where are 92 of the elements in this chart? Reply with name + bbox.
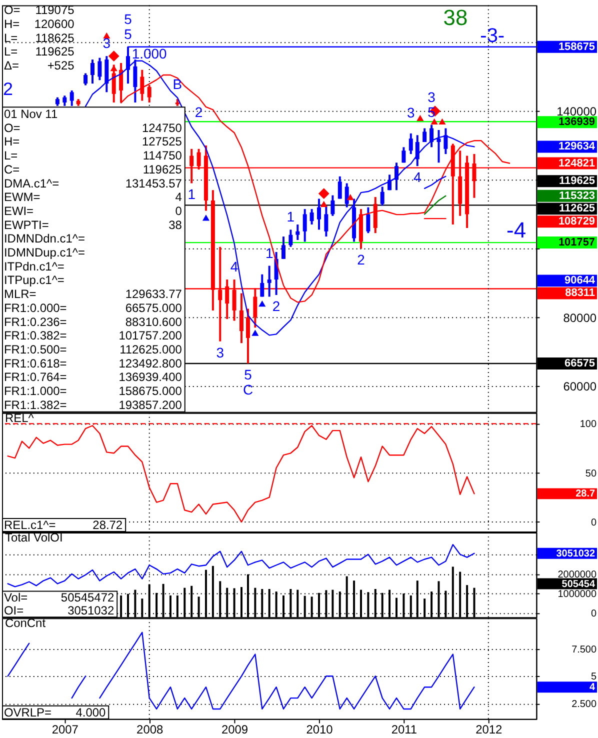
- text: O= 119075: [4, 3, 74, 18]
- text: 124821: [558, 157, 596, 170]
- text: FR1:0.618= 123492.800: [4, 356, 182, 370]
- y-tick-label: 0: [590, 608, 597, 620]
- x-tick-label: 2011: [391, 722, 418, 736]
- text: FR1:0.764= 136939.400: [4, 370, 182, 384]
- text: 38: [443, 5, 468, 30]
- text: EWM= 4: [4, 190, 182, 204]
- annotation: 1: [188, 186, 196, 202]
- annotation: 2: [2, 78, 13, 99]
- text: FR1:1.382= 193857.200: [4, 398, 182, 412]
- x-tick-label: 2010: [306, 722, 334, 736]
- text: FR1:0.000= 66575.000: [4, 300, 182, 315]
- text: FR1:0.382= 101757.200: [4, 328, 182, 343]
- text: 3051032: [556, 548, 596, 560]
- chart-title: REL^: [4, 410, 34, 425]
- text: 119625: [559, 175, 596, 188]
- annotation: 5: [244, 366, 252, 382]
- text: 28.7: [576, 488, 596, 500]
- x-tick-label: 2009: [221, 722, 248, 736]
- annotation: -4: [506, 217, 526, 242]
- x-tick-label: 2012: [476, 722, 503, 736]
- annotation: -3-: [480, 25, 505, 48]
- annotation: 4: [414, 169, 422, 186]
- text: MLR= 129633.77: [4, 287, 182, 302]
- chart-title: ConCnt: [4, 616, 46, 630]
- y-tick-label: 2.500: [572, 699, 597, 710]
- ref-line-label: 101757: [558, 236, 596, 249]
- text: FR1:0.500= 112625.000: [4, 342, 182, 356]
- text: OVRLP= 4.000: [4, 705, 106, 720]
- y-tick-label: 60000: [563, 380, 597, 394]
- text: Δ= +525: [4, 58, 74, 73]
- annotation: 1: [265, 244, 274, 261]
- y-tick-label: 0: [590, 517, 597, 528]
- text: Vol= 50545472: [4, 590, 114, 605]
- text: H= 120600: [4, 16, 74, 31]
- annotation: 3: [216, 344, 224, 360]
- text: REL.c1^= 28.72: [4, 518, 123, 532]
- y-tick-label: 5: [590, 672, 597, 683]
- annotation: 1.000: [132, 45, 168, 62]
- y-tick-label: 7.500: [572, 644, 597, 656]
- y-tick-label: 50: [585, 468, 597, 480]
- text: O= 124750: [4, 120, 182, 135]
- annotation: 3: [407, 104, 416, 120]
- annotation: ITPdn.c1^=: [4, 259, 64, 274]
- annotation: IDMNDup.c1^=: [4, 246, 86, 260]
- text: 108729: [558, 216, 596, 228]
- x-tick-label: 2007: [52, 722, 79, 736]
- text: DMA.c1^= 131453.57: [4, 176, 182, 190]
- annotation: 3051032: [68, 604, 114, 618]
- text: EWPTI=: [4, 218, 49, 232]
- annotation: 5: [124, 10, 132, 27]
- text: 129634: [558, 140, 596, 153]
- text: EWI= 0: [4, 204, 182, 218]
- text: FR1:0.236= 88310.600: [4, 314, 182, 329]
- annotation: IDMNDdn.c1^=: [4, 232, 86, 246]
- y-tick-label: 80000: [563, 310, 597, 325]
- annotation: 2: [357, 252, 366, 268]
- x-tick-label: 2008: [136, 722, 164, 736]
- chart-title: Total VolOI: [4, 530, 63, 544]
- ref-line-label: 112625: [559, 202, 596, 215]
- text: 505454: [562, 578, 596, 590]
- annotation: 1: [286, 208, 295, 225]
- text: 158675: [558, 40, 596, 53]
- text: L= 114750: [4, 148, 182, 163]
- annotation: 01 Nov 11: [4, 106, 58, 121]
- y-tick-label: 2000000: [558, 569, 597, 580]
- annotation: 38: [168, 218, 182, 232]
- text: OI=: [4, 604, 24, 618]
- text: L=: [4, 44, 18, 59]
- ref-line-label: 66575: [564, 357, 596, 370]
- annotation: 119625: [35, 44, 75, 59]
- annotation: 2: [272, 298, 280, 314]
- annotation: 3: [102, 35, 111, 52]
- annotation: 2: [194, 104, 203, 120]
- text: C= 119625: [4, 162, 182, 176]
- annotation: ITPup.c1^=: [4, 273, 64, 288]
- ref-line-label: 88311: [565, 287, 596, 300]
- text: L= 118625: [4, 30, 74, 45]
- annotation: 4: [230, 258, 238, 275]
- y-tick-label: 100: [580, 419, 597, 430]
- text: FR1:1.000= 158675.000: [4, 384, 182, 398]
- text: 115323: [559, 190, 596, 202]
- text: 4: [589, 682, 596, 694]
- annotation: B: [172, 76, 182, 92]
- text: 90644: [564, 274, 596, 287]
- text: H= 127525: [4, 134, 182, 149]
- ref-line-label: 136939: [558, 116, 596, 128]
- annotation: 3: [428, 88, 436, 105]
- annotation: C: [242, 381, 254, 398]
- y-tick-label: 1000000: [558, 588, 597, 600]
- annotation: 5: [124, 26, 132, 42]
